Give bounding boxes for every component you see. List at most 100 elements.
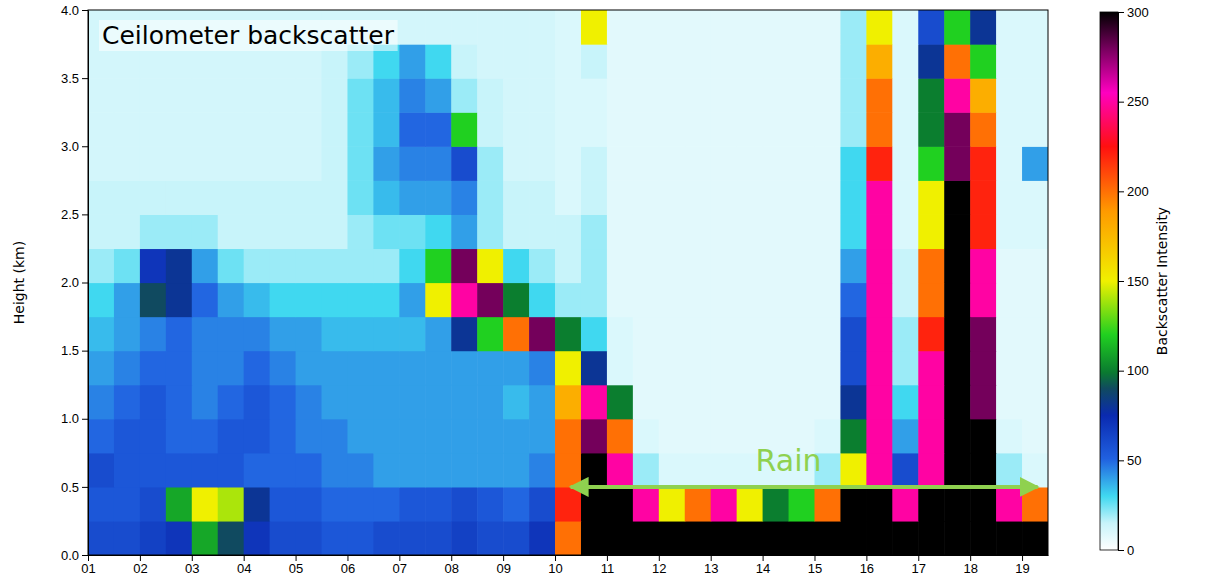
heatmap-cell <box>425 283 452 318</box>
heatmap-cell <box>347 78 374 113</box>
x-tick: 10 <box>548 555 562 576</box>
heatmap-cell <box>218 112 245 147</box>
heatmap-cell <box>218 419 245 454</box>
heatmap-cell <box>373 521 400 555</box>
heatmap-cell <box>451 385 478 420</box>
heatmap-cell <box>140 146 167 181</box>
heatmap-cell <box>944 112 971 147</box>
heatmap-cell <box>866 44 893 79</box>
heatmap-cell <box>892 44 919 79</box>
y-tick: 1.5 <box>61 343 88 358</box>
heatmap-cell <box>555 283 582 318</box>
heatmap-cell <box>918 351 945 386</box>
heatmap-cell <box>944 351 971 386</box>
heatmap-cell <box>373 487 400 522</box>
heatmap-cell <box>399 419 426 454</box>
x-tick: 16 <box>860 555 874 576</box>
heatmap-cell <box>633 248 660 283</box>
heatmap-cell <box>399 44 426 79</box>
heatmap-cell <box>88 317 115 352</box>
heatmap-cell <box>737 521 764 555</box>
heatmap-cell <box>970 44 997 79</box>
heatmap-cell <box>270 78 297 113</box>
heatmap-cell <box>970 283 997 318</box>
heatmap-cell <box>88 248 115 283</box>
x-tick-label: 04 <box>237 561 251 576</box>
annotations: Rain <box>571 443 1038 487</box>
x-tick: 04 <box>237 555 251 576</box>
heatmap-cell <box>711 10 738 45</box>
y-tick-label: 3.5 <box>61 71 79 86</box>
heatmap-cell <box>970 112 997 147</box>
heatmap-cell <box>581 385 608 420</box>
heatmap-cell <box>607 112 634 147</box>
heatmap-cell <box>840 351 867 386</box>
heatmap-cell <box>347 385 374 420</box>
plot-frame <box>88 10 1048 555</box>
heatmap-cell <box>88 112 115 147</box>
heatmap-cell <box>737 78 764 113</box>
heatmap-cell <box>529 317 556 352</box>
y-tick: 1.0 <box>61 411 88 426</box>
heatmap-cell <box>944 180 971 215</box>
heatmap-cell <box>892 78 919 113</box>
heatmap-cell <box>581 453 608 488</box>
heatmap-cell <box>840 112 867 147</box>
heatmap-cell <box>140 112 167 147</box>
heatmap-cell <box>296 248 323 283</box>
heatmap-cell <box>347 214 374 249</box>
heatmap-cell <box>399 146 426 181</box>
heatmap-cell <box>451 351 478 386</box>
heatmap-cell <box>296 214 323 249</box>
colorbar-tick: 200 <box>1118 184 1149 199</box>
heatmap-cell <box>918 419 945 454</box>
heatmap-cell <box>581 283 608 318</box>
heatmap-cell <box>633 521 660 555</box>
heatmap-cell <box>659 317 686 352</box>
heatmap-cell <box>607 146 634 181</box>
heatmap-cell <box>322 283 349 318</box>
heatmap-cell <box>581 44 608 79</box>
heatmap-cell <box>555 453 582 488</box>
heatmap-cell <box>711 78 738 113</box>
heatmap-cell <box>814 44 841 79</box>
heatmap-cell <box>114 112 141 147</box>
heatmap-cell <box>789 180 816 215</box>
heatmap-cell <box>970 248 997 283</box>
heatmap-cell <box>425 78 452 113</box>
heatmap-cell <box>840 453 867 488</box>
heatmap-cell <box>192 453 219 488</box>
heatmap-cell <box>866 521 893 555</box>
heatmap-cell <box>555 10 582 45</box>
heatmap-cell <box>711 248 738 283</box>
heatmap-cell <box>918 317 945 352</box>
heatmap-cell <box>685 351 712 386</box>
colorbar-tick-mark <box>1118 371 1124 372</box>
heatmap-cell <box>763 112 790 147</box>
heatmap-cell <box>840 214 867 249</box>
heatmap-cell <box>581 248 608 283</box>
heatmap-cell <box>296 487 323 522</box>
heatmap-cell <box>659 180 686 215</box>
heatmap-cell <box>192 317 219 352</box>
heatmap-cell <box>477 10 504 45</box>
heatmap-cell <box>918 10 945 45</box>
x-tick-mark <box>607 555 608 561</box>
heatmap-cell <box>503 351 530 386</box>
heatmap-cell <box>866 487 893 522</box>
heatmap-cell <box>789 521 816 555</box>
x-tick-label: 09 <box>496 561 510 576</box>
x-tick-mark <box>866 555 867 561</box>
heatmap-cell <box>996 78 1023 113</box>
heatmap-cell <box>555 487 582 522</box>
heatmap-cell <box>633 180 660 215</box>
heatmap-cell <box>555 419 582 454</box>
heatmap-cell <box>944 453 971 488</box>
heatmap-cell <box>140 385 167 420</box>
heatmap-cell <box>996 112 1023 147</box>
heatmap-cell <box>399 112 426 147</box>
heatmap-cell <box>114 419 141 454</box>
heatmap-cell <box>840 78 867 113</box>
colorbar-tick-label: 250 <box>1127 94 1149 109</box>
heatmap-cell <box>477 78 504 113</box>
